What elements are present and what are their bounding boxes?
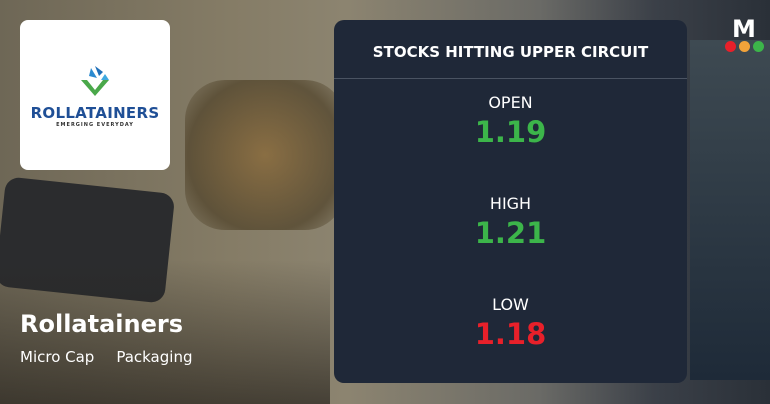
cap-tag: Micro Cap xyxy=(20,348,95,366)
logo-text: ROLLATAINERS xyxy=(30,104,160,122)
sector-tag: Packaging xyxy=(116,348,193,366)
high-row: HIGH 1.21 xyxy=(334,180,687,281)
low-label: LOW xyxy=(492,295,529,314)
company-tags: Micro Cap Packaging xyxy=(20,348,192,366)
open-label: OPEN xyxy=(488,93,533,112)
company-name: Rollatainers xyxy=(20,310,183,338)
background-shade xyxy=(0,260,330,404)
low-row: LOW 1.18 xyxy=(334,281,687,382)
background-jar xyxy=(185,80,345,230)
card-title: STOCKS HITTING UPPER CIRCUIT xyxy=(334,20,687,79)
high-label: HIGH xyxy=(489,194,532,213)
logo-tagline: EMERGING EVERYDAY xyxy=(56,122,134,128)
background-chart xyxy=(690,40,770,380)
open-row: OPEN 1.19 xyxy=(334,79,687,180)
green-dot-icon xyxy=(752,41,764,52)
price-card: STOCKS HITTING UPPER CIRCUIT OPEN 1.19 HI… xyxy=(334,20,687,383)
high-value: 1.21 xyxy=(474,216,547,250)
low-value: 1.18 xyxy=(474,317,547,351)
red-dot-icon xyxy=(724,41,736,52)
orange-dot-icon xyxy=(738,41,750,52)
logo-mark-icon xyxy=(81,66,109,96)
brand-letter: M xyxy=(732,15,756,43)
company-logo: ROLLATAINERS EMERGING EVERYDAY xyxy=(20,20,170,170)
open-value: 1.19 xyxy=(474,115,547,149)
brand-logo: M xyxy=(724,15,764,52)
